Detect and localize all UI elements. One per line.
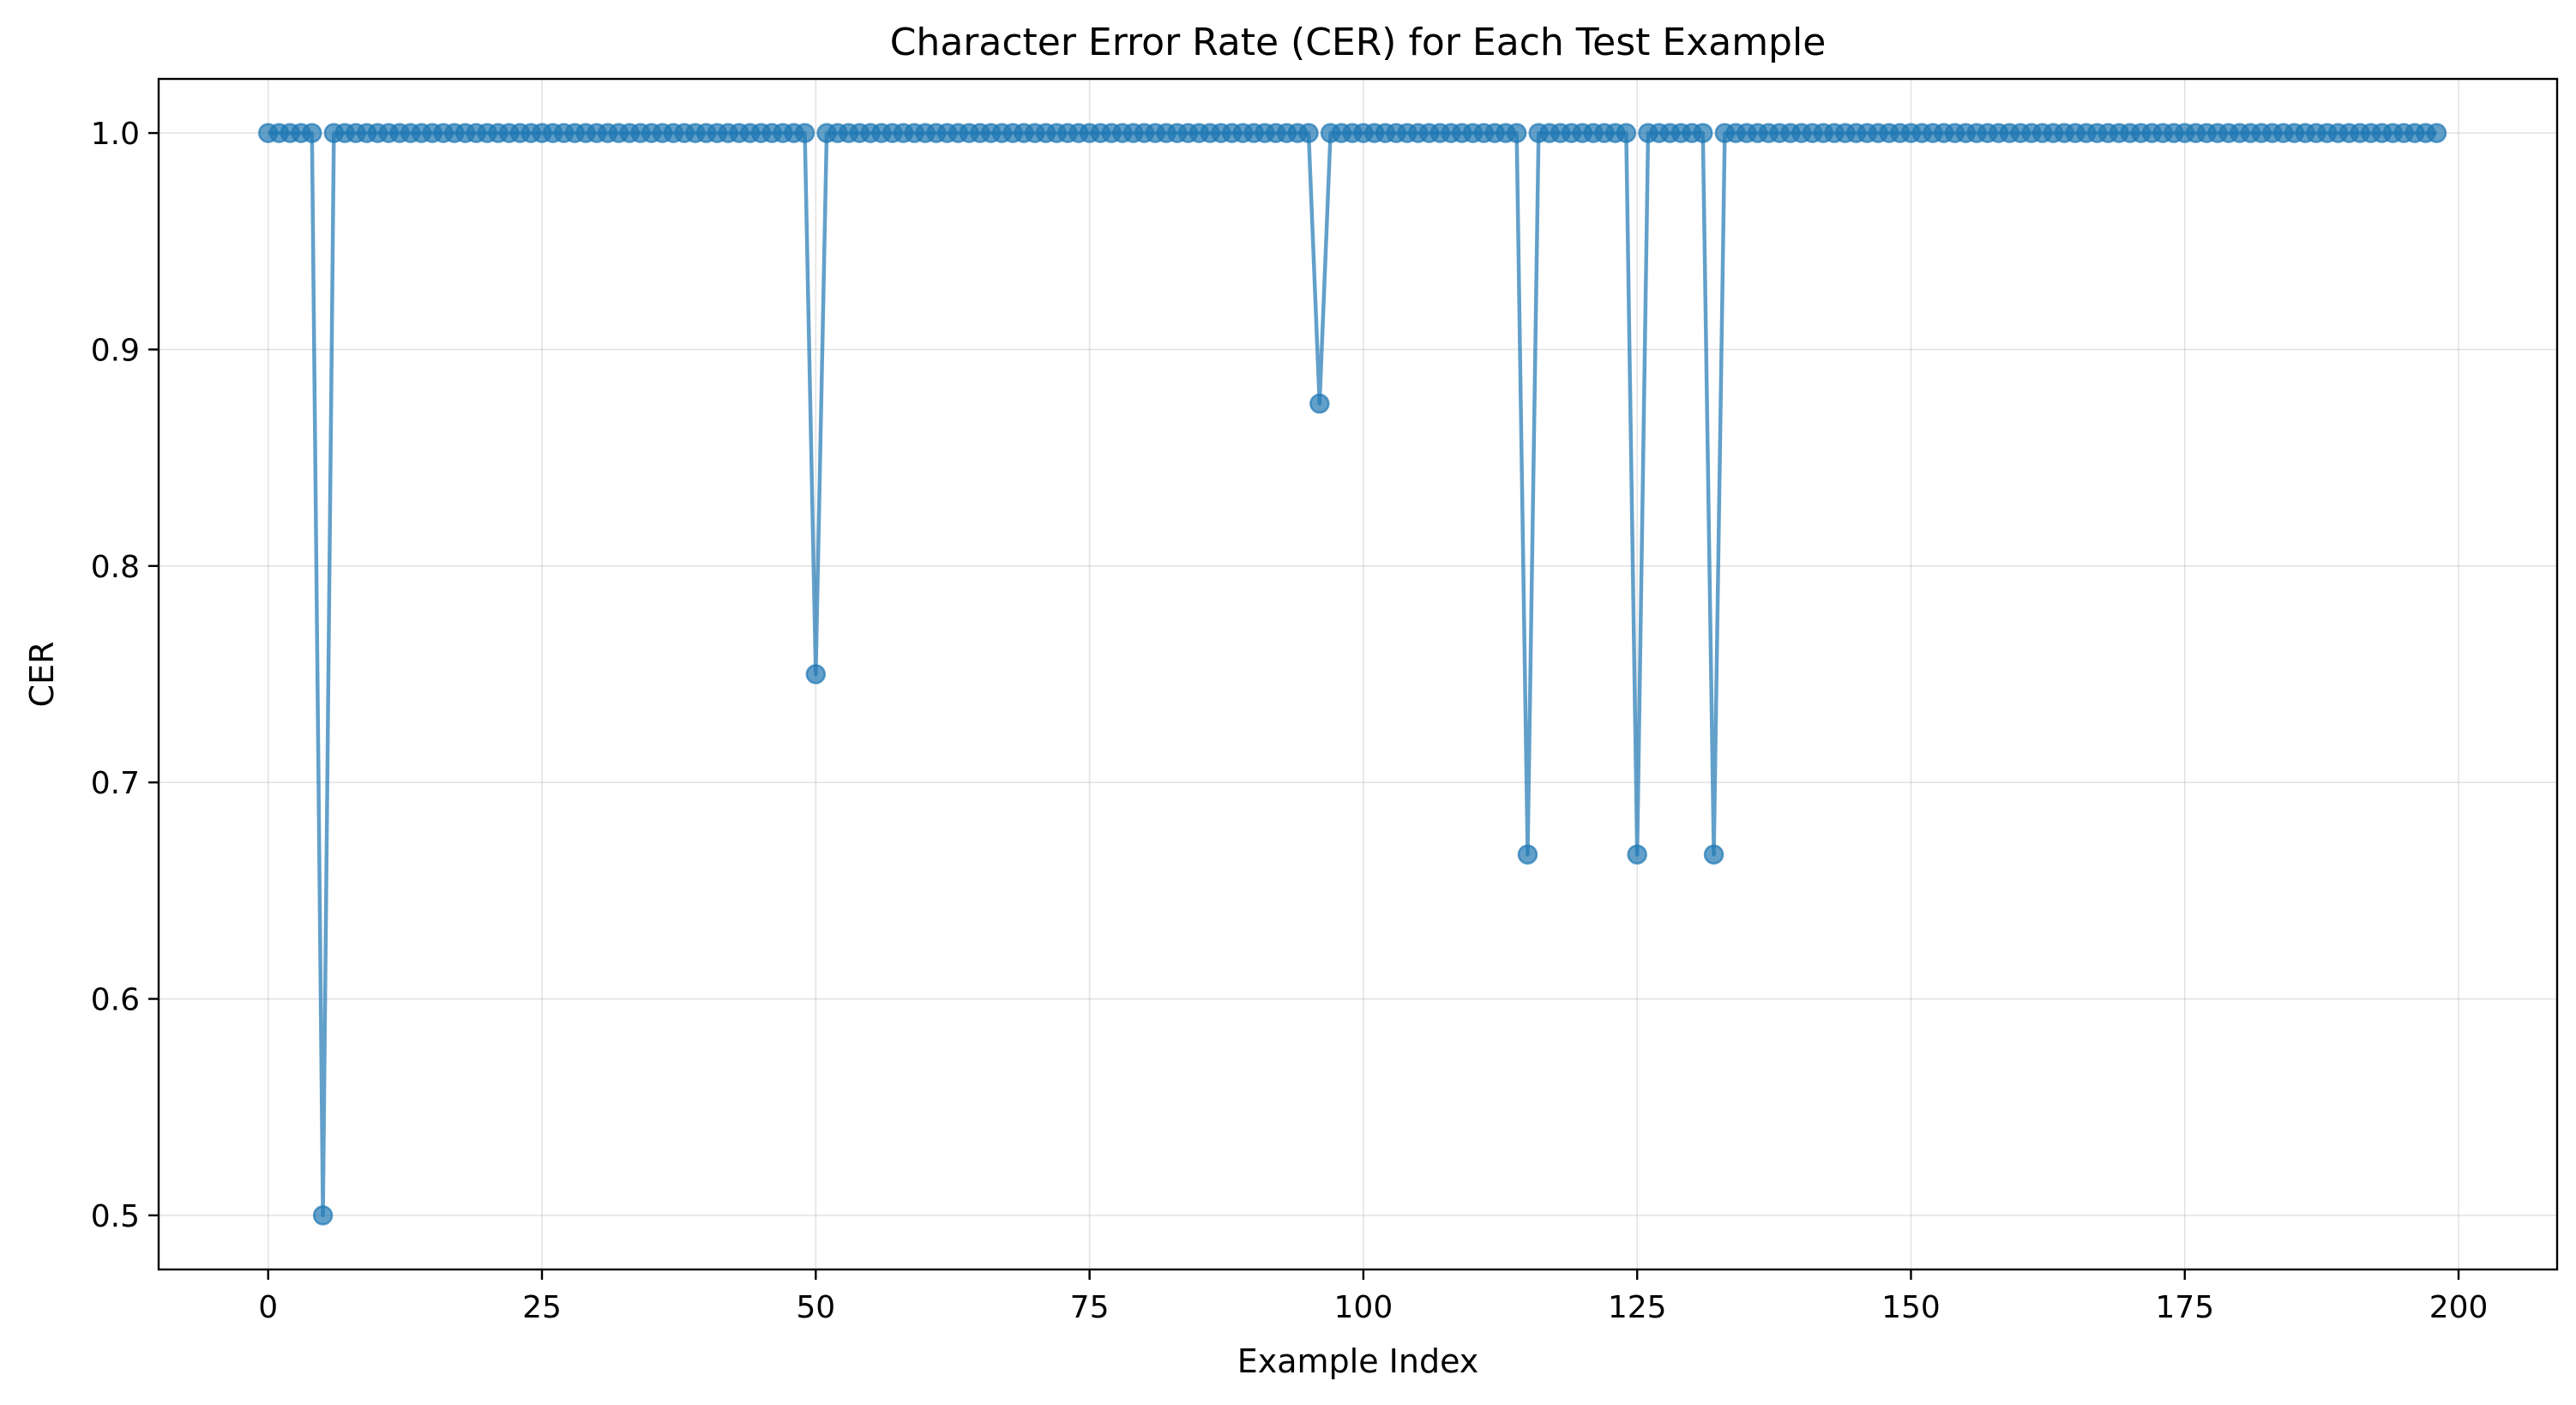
data-point bbox=[1693, 123, 1713, 143]
y-tick-label: 1.0 bbox=[91, 117, 140, 152]
x-tick-label: 125 bbox=[1608, 1290, 1667, 1325]
y-tick-label: 0.6 bbox=[91, 983, 140, 1018]
grid bbox=[159, 79, 2557, 1269]
x-tick-label: 75 bbox=[1070, 1290, 1110, 1325]
data-point bbox=[312, 1205, 334, 1226]
x-tick-label: 200 bbox=[2429, 1290, 2489, 1325]
y-tick-label: 0.8 bbox=[91, 550, 140, 585]
data-point bbox=[1298, 123, 1319, 143]
plot-frame bbox=[157, 77, 2559, 1271]
y-axis-label: CER bbox=[23, 642, 61, 708]
data-point bbox=[1506, 123, 1527, 143]
data-point bbox=[302, 123, 322, 143]
data-point bbox=[794, 123, 816, 143]
x-axis-ticks: 0 25 50 75 100 125 150 175 200 bbox=[258, 1269, 2488, 1325]
y-axis-ticks: 0.5 0.6 0.7 0.8 0.9 1.0 bbox=[91, 117, 159, 1234]
y-tick-label: 0.9 bbox=[91, 333, 140, 368]
x-tick-label: 50 bbox=[796, 1290, 835, 1325]
y-tick-label: 0.7 bbox=[91, 766, 140, 801]
data-point bbox=[1627, 844, 1647, 865]
x-axis-label: Example Index bbox=[1237, 1342, 1479, 1380]
y-tick-label: 0.5 bbox=[91, 1199, 140, 1234]
data-point bbox=[1616, 123, 1637, 143]
series-cer bbox=[257, 123, 2447, 1226]
chart-title: Character Error Rate (CER) for Each Test… bbox=[890, 21, 1827, 64]
x-tick-label: 25 bbox=[522, 1290, 562, 1325]
data-point bbox=[1309, 393, 1330, 414]
x-tick-label: 100 bbox=[1334, 1290, 1393, 1325]
data-point bbox=[1703, 844, 1724, 865]
x-tick-label: 175 bbox=[2155, 1290, 2214, 1325]
data-point bbox=[805, 664, 827, 684]
data-point bbox=[2426, 123, 2447, 143]
data-point bbox=[1517, 844, 1538, 865]
x-tick-label: 0 bbox=[258, 1290, 278, 1325]
x-tick-label: 150 bbox=[1881, 1290, 1941, 1325]
